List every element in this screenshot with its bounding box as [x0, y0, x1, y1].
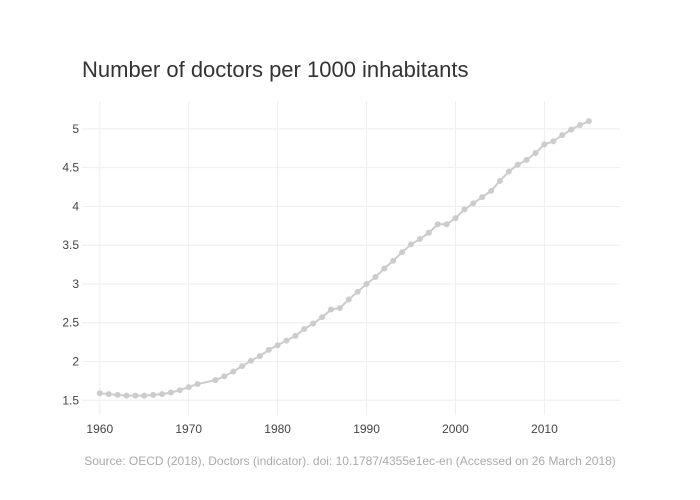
data-point[interactable]	[399, 249, 406, 256]
data-point[interactable]	[141, 392, 148, 399]
data-point[interactable]	[310, 320, 317, 327]
data-point[interactable]	[239, 363, 246, 370]
data-point[interactable]	[381, 265, 388, 272]
data-point[interactable]	[105, 391, 112, 398]
y-tick-label: 1.5	[62, 393, 79, 407]
data-point[interactable]	[425, 229, 432, 236]
data-point[interactable]	[550, 138, 557, 145]
data-point[interactable]	[390, 257, 397, 264]
data-point[interactable]	[443, 221, 450, 228]
data-point[interactable]	[568, 126, 575, 133]
data-point[interactable]	[416, 236, 423, 243]
y-tick-label: 3	[72, 277, 79, 291]
data-point[interactable]	[319, 314, 326, 321]
data-point[interactable]	[150, 391, 157, 398]
data-point[interactable]	[461, 206, 468, 213]
series	[96, 118, 592, 399]
data-point[interactable]	[256, 353, 263, 360]
y-tick-label: 4	[72, 199, 79, 213]
x-tick-label: 1980	[264, 422, 291, 436]
data-point[interactable]	[247, 357, 254, 364]
data-point[interactable]	[488, 187, 495, 194]
data-point[interactable]	[283, 337, 290, 344]
x-tick-label: 1970	[175, 422, 202, 436]
data-point[interactable]	[221, 373, 228, 380]
data-point[interactable]	[327, 306, 334, 313]
source-note: Source: OECD (2018), Doctors (indicator)…	[84, 454, 616, 468]
data-point[interactable]	[496, 177, 503, 184]
data-point[interactable]	[212, 377, 219, 384]
y-tick-label: 5	[72, 122, 79, 136]
chart-title: Number of doctors per 1000 inhabitants	[82, 57, 468, 82]
axis-tick-labels: 1.5 2 2.5 3 3.5 4 4.5 5 1960 1970 1980 1990 2000 2010	[62, 122, 558, 436]
data-point[interactable]	[514, 161, 521, 168]
data-point[interactable]	[123, 392, 130, 399]
data-point[interactable]	[301, 325, 308, 332]
data-point[interactable]	[96, 390, 103, 397]
data-point[interactable]	[354, 288, 361, 295]
data-point[interactable]	[408, 241, 415, 248]
data-point[interactable]	[230, 368, 237, 375]
data-point[interactable]	[505, 168, 512, 175]
data-point[interactable]	[372, 273, 379, 280]
data-point[interactable]	[185, 384, 192, 391]
data-point[interactable]	[265, 346, 272, 353]
y-tick-label: 2	[72, 355, 79, 369]
data-point[interactable]	[363, 280, 370, 287]
x-tick-label: 1990	[353, 422, 380, 436]
data-point[interactable]	[292, 332, 299, 339]
data-point[interactable]	[176, 387, 183, 394]
data-point[interactable]	[114, 391, 121, 398]
x-tick-label: 2010	[531, 422, 558, 436]
data-point[interactable]	[167, 389, 174, 396]
data-point[interactable]	[194, 380, 201, 387]
data-point[interactable]	[159, 391, 166, 398]
data-point[interactable]	[132, 392, 139, 399]
data-point[interactable]	[541, 141, 548, 148]
data-point[interactable]	[585, 118, 592, 125]
x-tick-label: 2000	[442, 422, 469, 436]
data-point[interactable]	[532, 149, 539, 156]
y-tick-label: 2.5	[62, 316, 79, 330]
grid	[82, 101, 620, 415]
data-point[interactable]	[470, 200, 477, 207]
series-line	[99, 120, 590, 397]
data-point[interactable]	[434, 221, 441, 228]
data-point[interactable]	[523, 156, 530, 163]
data-point[interactable]	[576, 122, 583, 129]
data-point[interactable]	[345, 296, 352, 303]
x-tick-label: 1960	[86, 422, 113, 436]
data-point[interactable]	[559, 132, 566, 139]
data-point[interactable]	[274, 342, 281, 349]
y-tick-label: 4.5	[62, 161, 79, 175]
y-tick-label: 3.5	[62, 238, 79, 252]
data-point[interactable]	[336, 305, 343, 312]
data-point[interactable]	[479, 194, 486, 201]
data-point[interactable]	[452, 215, 459, 222]
